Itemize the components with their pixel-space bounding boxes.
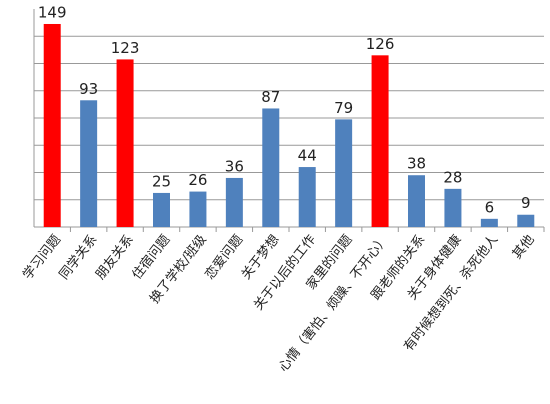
- bar: [225, 177, 243, 227]
- bar: [262, 108, 280, 227]
- x-tick-label: 其他: [510, 232, 538, 262]
- value-label: 6: [485, 198, 495, 216]
- bar: [480, 218, 498, 227]
- value-label: 26: [188, 171, 207, 189]
- value-label: 25: [152, 172, 171, 190]
- value-label: 149: [38, 3, 67, 21]
- bar: [189, 191, 207, 227]
- bar: [444, 188, 462, 227]
- value-label: 93: [79, 80, 98, 98]
- bar: [517, 214, 535, 227]
- value-label: 123: [111, 39, 140, 57]
- value-label: 9: [521, 194, 531, 212]
- bar: [408, 175, 425, 227]
- bar: [80, 100, 98, 227]
- value-label: 38: [407, 155, 426, 173]
- bar: [371, 55, 389, 228]
- value-label: 44: [298, 147, 317, 165]
- value-label: 126: [366, 35, 395, 53]
- value-label: 28: [443, 168, 462, 186]
- bar: [298, 167, 316, 227]
- value-label: 36: [225, 157, 244, 175]
- value-label: 79: [334, 99, 353, 117]
- value-label: 87: [261, 88, 280, 106]
- bar: [335, 119, 353, 227]
- bar: [43, 23, 61, 227]
- bar: [153, 192, 170, 227]
- bar: [116, 59, 134, 227]
